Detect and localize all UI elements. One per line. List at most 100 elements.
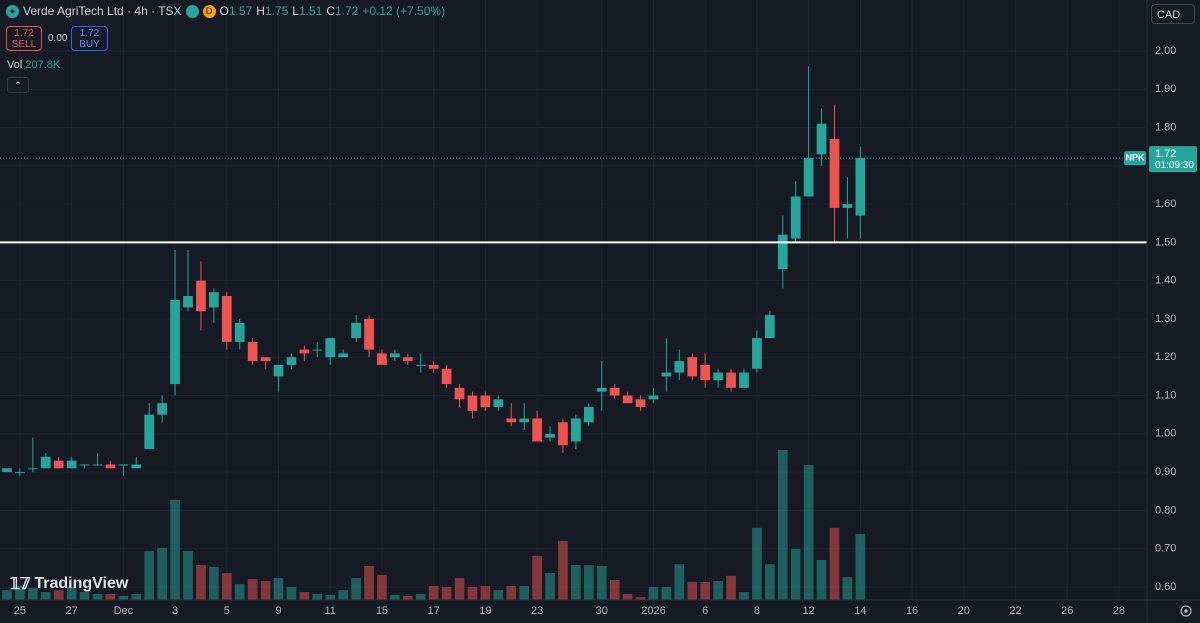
candle-body <box>829 138 840 208</box>
x-tick-label: 8 <box>754 605 760 617</box>
ohlc-c: C1.72 <box>326 4 358 18</box>
candle-body <box>402 357 413 362</box>
candle-body <box>415 364 426 366</box>
collapse-button[interactable]: ⌃ <box>7 77 29 93</box>
candle-body <box>170 299 180 385</box>
grid <box>0 0 1147 600</box>
buy-label: BUY <box>79 39 100 50</box>
candle-body <box>441 368 452 385</box>
volume-bar <box>506 586 517 600</box>
volume-bar <box>790 548 801 600</box>
volume-bar <box>480 586 491 600</box>
price-pane <box>0 66 1147 476</box>
candle-body <box>454 387 465 400</box>
candle-body <box>519 418 530 423</box>
volume-bar <box>66 586 77 600</box>
y-tick-label: 1.40 <box>1155 275 1176 287</box>
candle-body <box>816 123 827 155</box>
candle-body <box>157 403 167 415</box>
ohlc-label: C <box>326 4 335 18</box>
y-tick-label: 1.00 <box>1155 428 1176 440</box>
candle-body <box>183 295 193 308</box>
candle-body <box>66 460 77 469</box>
volume-bar <box>687 581 698 600</box>
volume-bar <box>131 593 142 600</box>
candle-body <box>803 158 814 197</box>
volume-bar <box>609 579 620 600</box>
candle-body <box>53 460 64 469</box>
countdown: 01:09:30 <box>1155 160 1194 171</box>
volume-bar <box>40 592 51 600</box>
x-tick-label: 23 <box>531 605 543 617</box>
volume-bar <box>583 565 594 600</box>
candle-body <box>648 395 659 400</box>
volume-bar <box>234 584 245 600</box>
volume-bar <box>79 592 90 600</box>
volume-bar <box>558 540 568 600</box>
volume-bar <box>739 592 749 600</box>
volume-bar <box>764 564 775 600</box>
candle-body <box>92 464 103 466</box>
logo-text: TradingView <box>34 575 129 592</box>
ohlc-value: 1.75 <box>264 4 289 18</box>
volume-bar <box>596 565 607 600</box>
candle-body <box>131 464 142 469</box>
x-tick-label: 22 <box>1009 605 1021 617</box>
volume-bar <box>247 579 258 600</box>
candle-body <box>661 372 672 377</box>
volume-bar <box>842 577 853 600</box>
y-tick-label: 0.70 <box>1155 543 1176 555</box>
y-tick-label: 1.10 <box>1155 389 1176 401</box>
x-tick-label: 14 <box>854 605 866 617</box>
volume-bar <box>364 565 374 600</box>
candle-body <box>27 468 38 470</box>
candle-body <box>583 407 594 423</box>
volume-bar <box>105 593 116 600</box>
candle-body <box>855 158 866 216</box>
candle-body <box>40 456 51 469</box>
legend-header: ● Verde AgriTech Ltd · 4h · TSX D O1.57 … <box>6 4 445 18</box>
buy-price: 1.72 <box>79 28 100 39</box>
candle-body <box>480 395 491 408</box>
volume-bar <box>855 533 866 600</box>
volume-bar <box>635 597 646 600</box>
settings-icon[interactable] <box>1180 605 1192 617</box>
candle-body <box>105 464 116 469</box>
symbol-title[interactable]: Verde AgriTech Ltd · 4h · TSX <box>23 4 182 18</box>
volume-bar <box>674 564 685 600</box>
volume-bar <box>415 593 426 600</box>
vol-value: 207.8K <box>25 59 61 71</box>
status-dot <box>185 4 199 18</box>
ohlc-value: 1.72 <box>334 4 359 18</box>
volume-bar <box>803 464 814 600</box>
sell-label: SELL <box>11 39 37 50</box>
y-tick-label: 1.50 <box>1155 236 1176 248</box>
volume-bar <box>571 565 581 600</box>
candle-body <box>506 418 517 423</box>
volume-pane <box>2 450 866 600</box>
candle-body <box>299 349 310 354</box>
x-tick-label: 25 <box>14 605 26 617</box>
candle-body <box>364 318 374 350</box>
y-tick-label: 1.60 <box>1155 198 1176 210</box>
candle-body <box>752 338 762 369</box>
candle-body <box>687 357 698 377</box>
x-tick-label: 28 <box>1113 605 1125 617</box>
volume-bar <box>532 555 542 600</box>
buy-button[interactable]: 1.72 BUY <box>71 26 108 51</box>
currency-button[interactable]: CAD <box>1151 4 1195 24</box>
candle-body <box>532 418 542 442</box>
candle-body <box>247 341 258 362</box>
candle-body <box>428 364 439 369</box>
volume-bar <box>648 586 659 600</box>
candle-body <box>622 395 633 404</box>
volume-bar <box>441 586 452 600</box>
candle-body <box>118 464 129 466</box>
y-tick-label: 1.30 <box>1155 313 1176 325</box>
price-tag-box <box>1149 146 1197 173</box>
y-tick-label: 0.80 <box>1155 504 1176 516</box>
volume-bar <box>829 527 840 600</box>
volume-bar <box>118 595 129 600</box>
volume-bar <box>816 559 827 600</box>
sell-button[interactable]: 1.72 SELL <box>6 26 42 51</box>
